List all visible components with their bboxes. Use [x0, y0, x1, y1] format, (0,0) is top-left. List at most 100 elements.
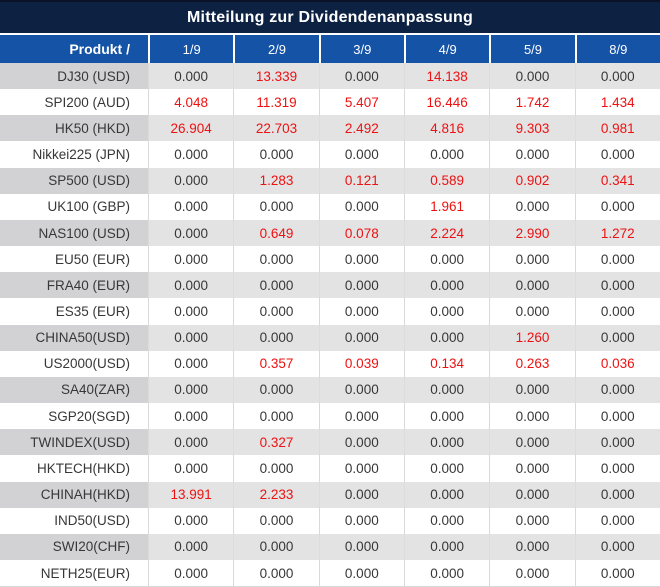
dividend-value-cell: 2.233 — [233, 481, 318, 508]
dividend-value-cell: 0.000 — [148, 63, 233, 90]
row-label-product: SPI200 (AUD) — [44, 94, 130, 110]
table-row: SA40(ZAR) 0.000 0.000 0.000 0.000 0.000 0.000 — [0, 376, 660, 404]
dividend-value-cell: 0.000 — [489, 455, 574, 482]
dividend-value-cell: 0.000 — [318, 324, 404, 351]
table-row: DJ30 (USD) 0.000 13.339 0.000 14.138 0.000 0.0… — [0, 63, 660, 90]
table-row: CHINA50(USD) 0.000 0.000 0.000 0.000 1.260 0.0… — [0, 324, 660, 351]
dividend-value-cell: 0.000 — [403, 507, 489, 534]
dividend-value-cell: 0.000 — [148, 324, 233, 351]
column-header-date: 4/9 — [403, 35, 489, 63]
dividend-value-cell: 0.000 — [233, 272, 318, 299]
dividend-value-cell: 0.000 — [403, 559, 489, 587]
dividend-value-cell: 0.000 — [318, 376, 404, 404]
dividend-value-cell: 0.327 — [233, 429, 318, 456]
dividend-value-cell: 0.000 — [233, 559, 318, 587]
table-row: NETH25(EUR) 0.000 0.000 0.000 0.000 0.000 0.00… — [0, 559, 660, 587]
dividend-value-cell: 0.000 — [574, 403, 660, 430]
dividend-value-cell: 0.000 — [489, 507, 574, 534]
dividend-value-cell: 0.000 — [233, 193, 318, 220]
dividend-value-cell: 0.000 — [233, 298, 318, 325]
dividend-value-cell: 0.000 — [233, 455, 318, 482]
row-label-product: SWI20(CHF) — [0, 533, 148, 560]
table-row: SWI20(CHF) 0.000 0.000 0.000 0.000 0.000 0.000 — [0, 533, 660, 560]
dividend-value-cell: 1.961 — [403, 193, 489, 220]
dividend-value-cell: 0.000 — [574, 298, 660, 325]
dividend-value-cell: 0.000 — [148, 246, 233, 273]
table-row: FRA40 (EUR) 0.000 0.000 0.000 0.000 0.000 0.00… — [0, 272, 660, 299]
dividend-value-cell: 0.000 — [403, 533, 489, 560]
table-row: Nikkei225 (JPN) 0.000 0.000 0.000 0.000 0.000… — [0, 141, 660, 168]
dividend-value-cell: 0.000 — [574, 533, 660, 560]
dividend-value-cell: 0.000 — [489, 429, 574, 456]
dividend-value-cell: 0.000 — [318, 403, 404, 430]
dividend-value-cell: 0.000 — [489, 376, 574, 404]
dividend-value-cell: 0.000 — [489, 481, 574, 508]
table-row: NAS100 (USD) 0.000 0.649 0.078 2.224 2.990 1.2… — [0, 219, 660, 247]
dividend-value-cell: 0.000 — [403, 298, 489, 325]
dividend-value-cell: 0.000 — [574, 324, 660, 351]
dividend-value-cell: 0.000 — [148, 559, 233, 587]
table-row: SP500 (USD) 0.000 1.283 0.121 0.589 0.902 0.34… — [0, 167, 660, 194]
dividend-value-cell: 0.000 — [574, 272, 660, 299]
dividend-value-cell: 0.000 — [148, 429, 233, 456]
column-header-date: 3/9 — [318, 35, 404, 63]
dividend-value-cell: 0.000 — [148, 272, 233, 299]
dividend-value-cell: 0.000 — [403, 141, 489, 168]
dividend-value-cell: 1.742 — [489, 89, 574, 116]
dividend-value-cell: 0.000 — [403, 481, 489, 508]
dividend-value-cell: 0.000 — [233, 403, 318, 430]
dividend-value-cell: 13.339 — [233, 63, 318, 90]
dividend-value-cell: 0.121 — [318, 167, 404, 194]
dividend-value-cell: 0.000 — [148, 298, 233, 325]
row-label-product: ES35 (EUR) — [55, 303, 130, 319]
dividend-value-cell: 0.000 — [318, 63, 404, 90]
dividend-value-cell: 0.000 — [233, 507, 318, 534]
dividend-value-cell: 0.000 — [233, 324, 318, 351]
dividend-value-cell: 9.303 — [489, 115, 574, 142]
dividend-value-cell: 0.000 — [489, 403, 574, 430]
table-row: SGP20(SGD) 0.000 0.000 0.000 0.000 0.000 0.000 — [0, 403, 660, 430]
dividend-value-cell: 0.000 — [489, 246, 574, 273]
row-label-product: NETH25(EUR) — [40, 565, 130, 581]
row-label-product: US2000(USD) — [43, 356, 130, 372]
dividend-value-cell: 0.000 — [318, 246, 404, 273]
dividend-value-cell: 0.000 — [318, 272, 404, 299]
dividend-value-cell: 0.000 — [574, 455, 660, 482]
dividend-value-cell: 2.990 — [489, 219, 574, 247]
dividend-value-cell: 0.000 — [403, 246, 489, 273]
dividend-value-cell: 0.134 — [403, 350, 489, 377]
dividend-value-cell: 0.000 — [233, 141, 318, 168]
dividend-value-cell: 0.000 — [233, 533, 318, 560]
dividend-value-cell: 22.703 — [233, 115, 318, 142]
dividend-value-cell: 2.224 — [403, 219, 489, 247]
column-header-date: 5/9 — [489, 35, 574, 63]
dividend-value-cell: 5.407 — [318, 89, 404, 116]
row-label-product: FRA40 (EUR) — [0, 272, 148, 299]
dividend-value-cell: 0.000 — [574, 559, 660, 587]
dividend-value-cell: 0.000 — [403, 272, 489, 299]
dividend-value-cell: 0.000 — [489, 298, 574, 325]
dividend-value-cell: 0.000 — [403, 376, 489, 404]
row-label-product: NAS100 (USD) — [0, 219, 148, 247]
row-label-product: IND50(USD) — [54, 513, 130, 529]
dividend-value-cell: 0.036 — [574, 350, 660, 377]
dividend-value-cell: 4.816 — [403, 115, 489, 142]
dividend-value-cell: 0.000 — [148, 219, 233, 247]
dividend-value-cell: 0.000 — [489, 193, 574, 220]
dividend-value-cell: 0.000 — [403, 455, 489, 482]
table-row: EU50 (EUR) 0.000 0.000 0.000 0.000 0.000 0.000 — [0, 246, 660, 273]
dividend-value-cell: 0.000 — [148, 403, 233, 430]
table-body: DJ30 (USD) 0.000 13.339 0.000 14.138 0.000 0.0… — [0, 63, 660, 587]
dividend-value-cell: 0.000 — [574, 193, 660, 220]
dividend-value-cell: 0.000 — [148, 141, 233, 168]
dividend-value-cell: 0.000 — [574, 429, 660, 456]
table-row: IND50(USD) 0.000 0.000 0.000 0.000 0.000 0.000 — [0, 507, 660, 534]
dividend-value-cell: 0.000 — [148, 455, 233, 482]
dividend-value-cell: 0.000 — [233, 246, 318, 273]
row-label-product: CHINAH(HKD) — [0, 481, 148, 508]
dividend-value-cell: 11.319 — [233, 89, 318, 116]
dividend-value-cell: 0.000 — [574, 141, 660, 168]
dividend-value-cell: 0.000 — [574, 63, 660, 90]
column-header-date: 1/9 — [148, 35, 233, 63]
dividend-value-cell: 14.138 — [403, 63, 489, 90]
